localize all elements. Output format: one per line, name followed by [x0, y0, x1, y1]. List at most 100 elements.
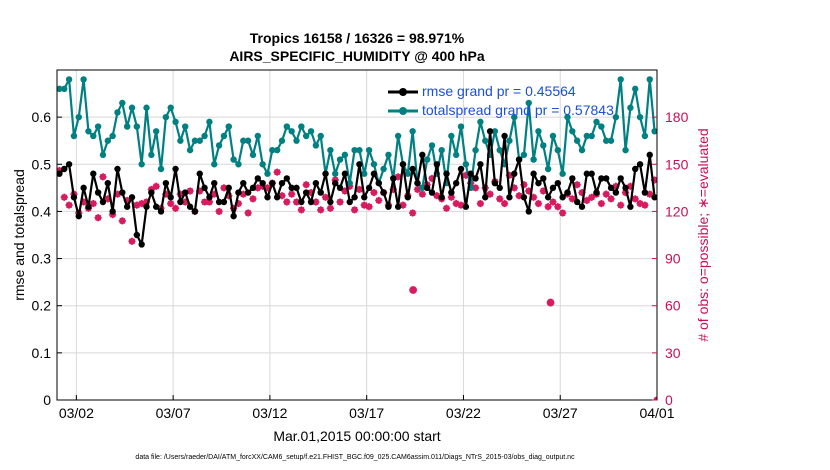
- spread-point: [123, 123, 131, 130]
- spread-point: [423, 156, 431, 163]
- rmse-point: [443, 170, 450, 177]
- rmse-point: [593, 189, 600, 196]
- spread-point: [554, 146, 562, 154]
- spread-point: [394, 132, 402, 140]
- obs-evaluated-marker: [375, 196, 383, 205]
- spread-point: [148, 151, 155, 159]
- obs-outlier-marker: [409, 286, 418, 294]
- spread-point: [525, 99, 532, 107]
- spread-point: [361, 170, 368, 177]
- rmse-point: [201, 184, 208, 192]
- spread-point: [380, 165, 387, 173]
- rmse-point: [119, 189, 126, 196]
- spread-point: [327, 146, 334, 154]
- rmse-point: [80, 184, 87, 192]
- y-right-tick-label: 180: [665, 109, 689, 125]
- spread-point: [269, 146, 276, 154]
- rmse-point: [162, 179, 170, 187]
- y-axis-label: rmse and totalspread: [11, 169, 27, 301]
- spread-point: [143, 104, 150, 111]
- spread-point: [636, 113, 644, 121]
- rmse-point: [462, 203, 470, 210]
- spread-point: [293, 137, 300, 144]
- spread-point: [172, 118, 179, 126]
- rmse-point: [240, 179, 247, 187]
- obs-evaluated-marker: [60, 193, 68, 201]
- spread-point: [288, 128, 295, 135]
- rmse-point: [143, 203, 150, 210]
- rmse-point: [651, 194, 657, 201]
- spread-point: [462, 161, 470, 168]
- obs-evaluated-marker: [554, 203, 562, 211]
- rmse-point: [322, 170, 329, 177]
- spread-point: [607, 137, 615, 144]
- rmse-point: [293, 184, 300, 192]
- y-right-tick-label: 0: [665, 392, 673, 408]
- rmse-point: [104, 179, 112, 187]
- rmse-point: [317, 189, 324, 196]
- rmse-point: [346, 198, 353, 206]
- spread-point: [138, 161, 145, 168]
- rmse-point: [177, 198, 184, 206]
- rmse-point: [477, 161, 484, 168]
- spread-point: [535, 128, 542, 135]
- spread-point: [109, 132, 116, 140]
- spread-point: [641, 132, 649, 140]
- spread-point: [312, 142, 320, 149]
- rmse-point: [327, 198, 334, 206]
- line-series: [57, 76, 657, 248]
- rmse-point: [57, 170, 63, 177]
- spread-point: [491, 128, 499, 135]
- rmse-point: [472, 175, 479, 182]
- rmse-point: [254, 175, 262, 182]
- rmse-point: [612, 189, 620, 196]
- spread-point: [573, 137, 581, 144]
- rmse-point: [336, 184, 344, 192]
- legend-rmse-label: rmse grand pr = 0.45564: [422, 83, 576, 99]
- obs-evaluated-marker: [370, 188, 378, 197]
- rmse-point: [283, 175, 291, 182]
- legend-spread-marker: [399, 107, 407, 115]
- obs-evaluated-marker: [447, 193, 455, 201]
- obs-evaluated-marker: [588, 193, 596, 201]
- x-tick-label: 03/17: [349, 405, 384, 421]
- rmse-point: [457, 165, 465, 173]
- rmse-point: [196, 170, 203, 177]
- rmse-point: [264, 194, 271, 201]
- rmse-point: [90, 170, 97, 177]
- spread-point: [90, 132, 97, 140]
- rmse-point: [278, 179, 286, 187]
- obs-zero-marker: [653, 396, 657, 400]
- rmse-point: [535, 179, 542, 187]
- obs-evaluated-marker: [525, 187, 533, 195]
- spread-point: [520, 151, 528, 159]
- obs-evaluated-marker: [559, 209, 567, 217]
- obs-evaluated-marker: [486, 190, 494, 198]
- obs-evaluated-marker: [617, 201, 625, 209]
- obs-evaluated-marker: [99, 173, 107, 181]
- spread-point: [114, 109, 121, 116]
- rmse-point: [540, 175, 547, 182]
- rmse-point: [138, 241, 145, 248]
- x-tick-label: 03/07: [156, 405, 191, 421]
- spread-point: [356, 146, 363, 154]
- spread-point: [549, 132, 557, 140]
- obs-evaluated-marker: [409, 209, 417, 217]
- rmse-point: [114, 165, 121, 173]
- plot-frame: [56, 69, 658, 401]
- spread-point: [336, 156, 344, 163]
- rmse-point: [578, 203, 586, 210]
- spread-point: [496, 146, 503, 154]
- obs-evaluated-marker: [94, 214, 102, 222]
- obs-evaluated-marker: [336, 198, 344, 206]
- spread-point: [177, 137, 184, 144]
- rmse-point: [448, 189, 455, 196]
- x-tick-label: 03/27: [543, 405, 578, 421]
- rmse-point: [206, 194, 213, 201]
- y-tick-label: 0.1: [32, 345, 52, 361]
- rmse-point: [482, 194, 489, 201]
- obs-evaluated-marker: [302, 181, 310, 189]
- y-axis-left: 0 0.1 0.2 0.3 0.4 0.5 0.6: [32, 109, 62, 408]
- obs-evaluated-marker: [631, 195, 639, 203]
- rmse-point: [525, 208, 532, 215]
